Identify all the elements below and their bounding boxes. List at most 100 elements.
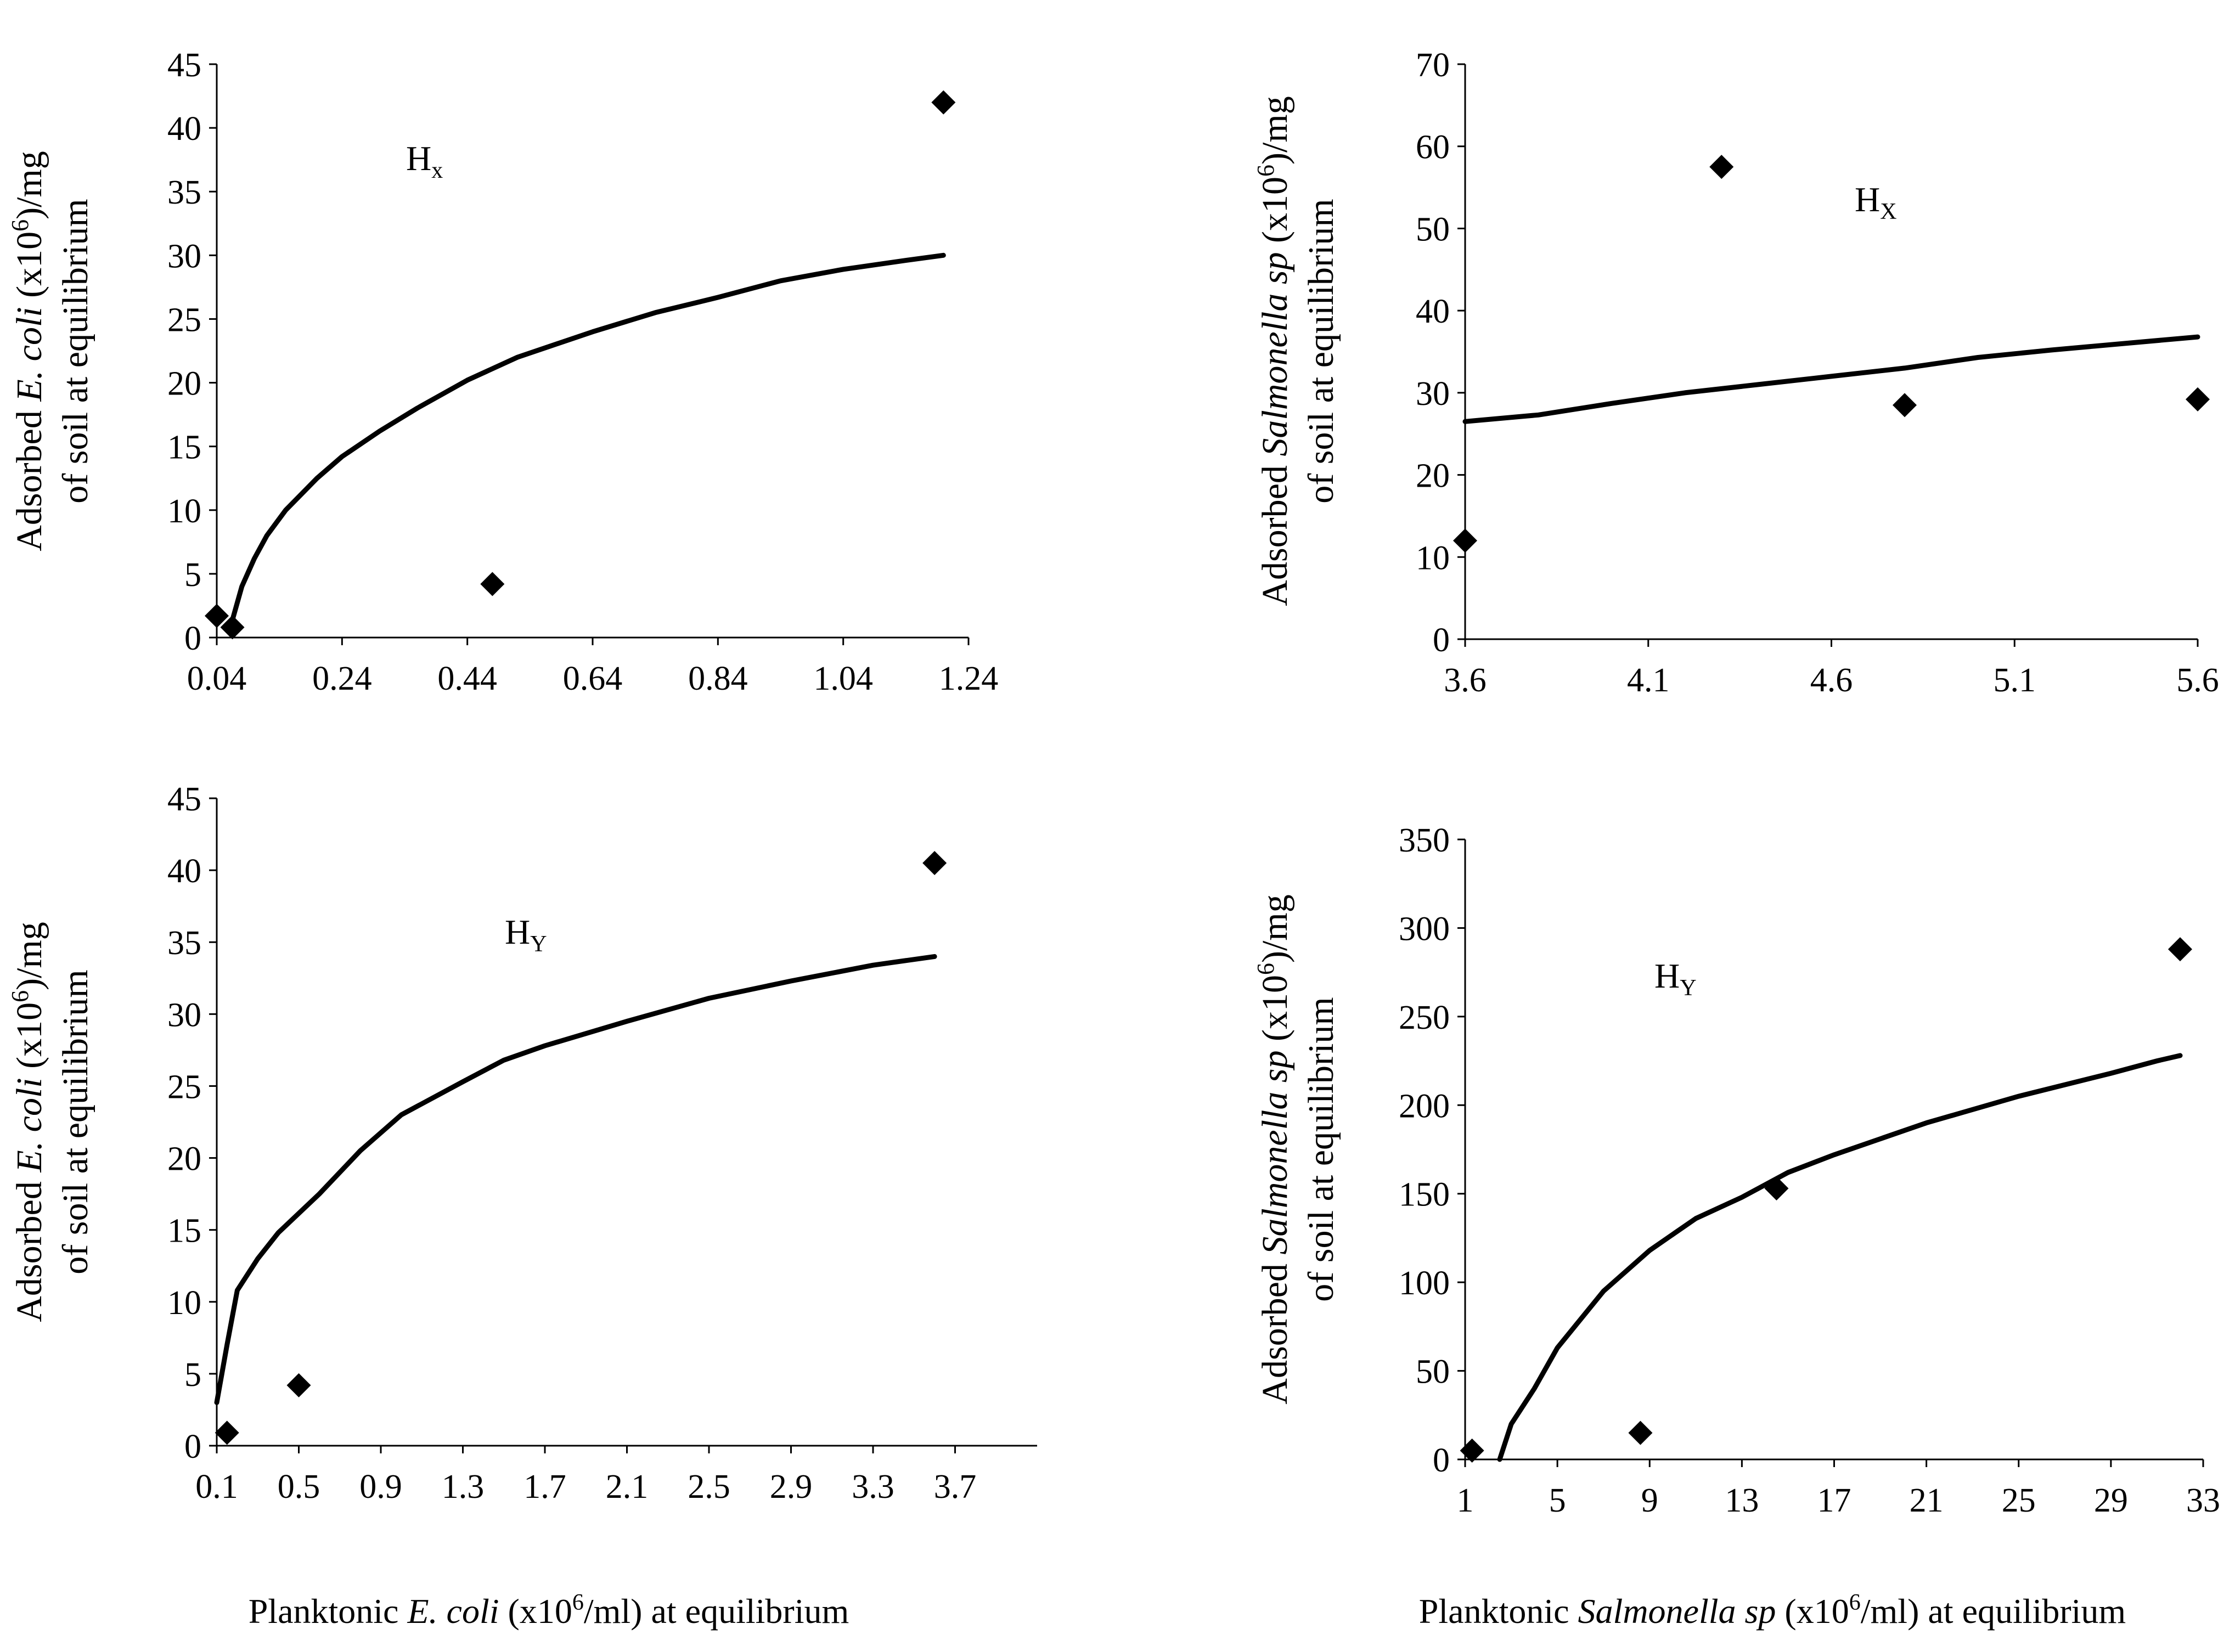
panel-label: HY xyxy=(505,912,547,957)
y-axis-title: Adsorbed Salmonella sp (x106)/mgof soil … xyxy=(1252,96,1341,606)
y-tick-label: 5 xyxy=(184,1356,201,1394)
fit-curve xyxy=(1497,1053,2183,1462)
x-tick-label: 0.44 xyxy=(437,660,497,697)
y-tick-label: 20 xyxy=(1416,458,1450,495)
x-tick-label: 4.6 xyxy=(1810,662,1853,699)
y-tick-label: 100 xyxy=(1399,1265,1450,1302)
chart-ecoli-hy: 0 5 10 15 20 25 30 35 40 45 0.1 0.5 0.9 1.3 1.7 2.1 2.5 2… xyxy=(7,781,1037,1506)
chart-ecoli-hx: 0 5 10 15 20 25 30 35 40 45 0.04 0.24 0.44 0.64 0.84 1.… xyxy=(7,47,998,697)
x-tick-label: 9 xyxy=(1641,1482,1658,1519)
y-axis-title: Adsorbed E. coli (x106)/mgof soil at equ… xyxy=(7,151,95,551)
panel-label: HY xyxy=(1654,956,1697,1001)
data-point xyxy=(922,851,947,875)
x-tick-label: 0.9 xyxy=(359,1468,402,1506)
y-tick-label: 30 xyxy=(167,996,201,1034)
fit-curve xyxy=(214,954,937,1405)
data-point xyxy=(286,1373,311,1397)
y-tick-label: 45 xyxy=(167,781,201,818)
y-tick-label: 15 xyxy=(167,1213,201,1250)
y-tick-label: 40 xyxy=(1416,293,1450,330)
x-tick-label: 17 xyxy=(1817,1482,1851,1519)
y-tick-label: 30 xyxy=(1416,375,1450,413)
x-tick-label: 4.1 xyxy=(1627,662,1670,699)
x-tick-label: 0.84 xyxy=(688,660,748,697)
y-tick-label: 150 xyxy=(1399,1176,1450,1214)
y-tick-label: 10 xyxy=(167,493,201,530)
x-tick-label: 0.64 xyxy=(563,660,623,697)
panel-label: Hx xyxy=(406,139,443,183)
y-tick-label: 35 xyxy=(167,924,201,962)
y-tick-label: 25 xyxy=(167,1068,201,1106)
data-point xyxy=(220,615,245,640)
x-tick-label: 1.3 xyxy=(442,1468,485,1506)
x-tick-label: 29 xyxy=(2094,1482,2128,1519)
y-tick-label: 50 xyxy=(1416,211,1450,248)
x-tick-label: 0.5 xyxy=(278,1468,320,1506)
y-tick-label: 35 xyxy=(167,174,201,211)
y-tick-label: 40 xyxy=(167,110,201,148)
y-axis-title: Adsorbed Salmonella sp (x106)/mgof soil … xyxy=(1252,894,1341,1404)
x-axis-title-left: Planktonic E. coli (x106/ml) at equilibr… xyxy=(249,1590,849,1631)
chart-salmonella-hx: 0 10 20 30 40 50 60 70 3.6 4.1 4.6 5.1 5.6 HX Adsorbed… xyxy=(1252,47,2219,699)
data-point xyxy=(931,90,956,115)
x-tick-label: 2.1 xyxy=(606,1468,649,1506)
y-tick-label: 40 xyxy=(167,853,201,890)
y-tick-label: 10 xyxy=(167,1284,201,1322)
data-point xyxy=(480,572,505,596)
y-tick-label: 200 xyxy=(1399,1087,1450,1125)
y-tick-label: 0 xyxy=(184,1428,201,1465)
y-tick-label: 50 xyxy=(1416,1354,1450,1391)
data-point xyxy=(1628,1420,1653,1445)
x-tick-label: 5 xyxy=(1549,1482,1566,1519)
x-tick-label: 2.9 xyxy=(770,1468,813,1506)
fit-curve xyxy=(227,252,946,634)
x-tick-label: 1.7 xyxy=(523,1468,566,1506)
x-tick-label: 0.24 xyxy=(312,660,372,697)
data-point xyxy=(1893,393,1917,418)
x-tick-label: 1.24 xyxy=(939,660,999,697)
y-tick-label: 0 xyxy=(184,620,201,657)
data-point xyxy=(1764,1176,1789,1201)
x-tick-label: 25 xyxy=(2002,1482,2036,1519)
x-tick-label: 33 xyxy=(2186,1482,2220,1519)
x-axis-title-right: Planktonic Salmonella sp (x106/ml) at eq… xyxy=(1419,1590,2126,1631)
data-point xyxy=(215,1420,239,1445)
y-tick-label: 70 xyxy=(1416,47,1450,84)
x-tick-label: 0.04 xyxy=(187,660,247,697)
y-tick-label: 350 xyxy=(1399,822,1450,859)
x-tick-label: 5.1 xyxy=(1994,662,2036,699)
y-tick-label: 0 xyxy=(1433,1442,1450,1479)
y-tick-label: 45 xyxy=(167,47,201,84)
x-tick-label: 1 xyxy=(1457,1482,1474,1519)
x-tick-label: 2.5 xyxy=(688,1468,730,1506)
x-tick-label: 1.04 xyxy=(813,660,873,697)
y-tick-label: 20 xyxy=(167,1141,201,1178)
panel-label: HX xyxy=(1855,180,1897,224)
x-tick-label: 3.7 xyxy=(934,1468,977,1506)
x-tick-label: 21 xyxy=(1910,1482,1944,1519)
chart-salmonella-hy: 0 50 100 150 200 250 300 350 1 5 9 13 17 21 25 29 33 HY Ad… xyxy=(1252,822,2220,1519)
data-point xyxy=(1453,528,1477,553)
y-axis-title: Adsorbed E. coli (x106)/mgof soil at equ… xyxy=(7,922,95,1322)
y-tick-label: 25 xyxy=(167,301,201,339)
x-tick-label: 3.3 xyxy=(852,1468,894,1506)
x-tick-label: 0.1 xyxy=(195,1468,238,1506)
x-tick-label: 3.6 xyxy=(1444,662,1487,699)
data-point xyxy=(1709,155,1734,179)
x-tick-label: 5.6 xyxy=(2176,662,2219,699)
y-tick-label: 5 xyxy=(184,556,201,594)
y-tick-label: 60 xyxy=(1416,129,1450,166)
y-tick-label: 300 xyxy=(1399,910,1450,948)
x-tick-label: 13 xyxy=(1725,1482,1759,1519)
y-tick-label: 30 xyxy=(167,238,201,275)
y-tick-label: 10 xyxy=(1416,539,1450,577)
data-point xyxy=(1460,1438,1484,1463)
y-tick-label: 0 xyxy=(1433,622,1450,659)
data-point xyxy=(2168,937,2192,962)
fit-curve xyxy=(1462,334,2200,424)
y-tick-label: 15 xyxy=(167,429,201,466)
y-tick-label: 20 xyxy=(167,365,201,403)
